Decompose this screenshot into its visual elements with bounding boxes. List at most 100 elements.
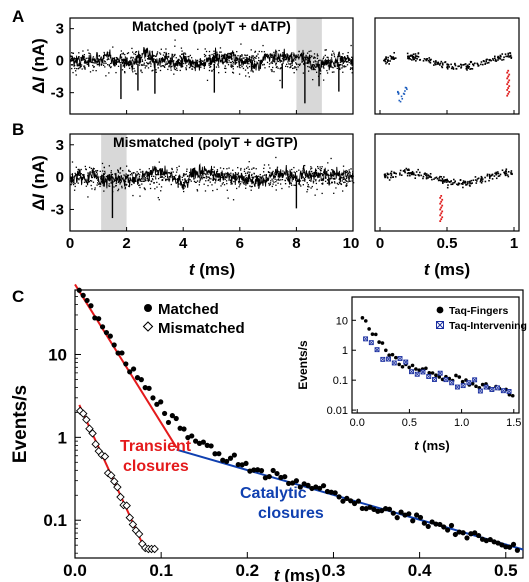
trace-point (139, 184, 141, 186)
trace-point (326, 72, 329, 74)
matched-point (514, 547, 521, 553)
fingers-point (470, 381, 475, 386)
trace-point (252, 178, 254, 180)
trace-point (232, 72, 235, 74)
trace-point (302, 167, 304, 170)
trace-point (263, 164, 266, 166)
trace-point (217, 64, 219, 66)
trace-point (176, 167, 178, 169)
trace-point (171, 168, 173, 171)
trace-point (342, 178, 345, 181)
trace-point (125, 57, 127, 59)
x-tick-label: 1.0 (454, 417, 469, 429)
matched-point (150, 395, 156, 401)
trace-point (289, 169, 291, 171)
trace-point (97, 179, 99, 181)
trace-point (307, 57, 310, 60)
trace-point (118, 180, 120, 183)
trace-point (222, 175, 224, 178)
zoom-red-point (507, 69, 510, 72)
matched-point (510, 541, 517, 548)
trace-point (164, 64, 166, 66)
trace-point (89, 57, 91, 60)
trace-point (275, 64, 277, 66)
trace-point (210, 63, 213, 65)
matched-point (251, 467, 257, 473)
trace-point (156, 54, 158, 56)
trace-point (196, 189, 198, 191)
trace-point (162, 65, 164, 67)
matched-point (84, 297, 90, 304)
trace-point (346, 60, 348, 63)
trace-point (234, 54, 237, 57)
trace-point (276, 66, 278, 68)
trace-point (136, 171, 138, 173)
trace-point (115, 178, 117, 180)
zoom-point (407, 55, 409, 58)
trace-point (94, 176, 96, 179)
inset-x-ticks: 0.0 0.5 1.0 1.5 (350, 409, 521, 429)
trace-point (237, 181, 240, 183)
trace-point (312, 180, 314, 182)
trace-point (292, 60, 294, 62)
trace-point (102, 182, 104, 184)
trace-point (346, 177, 348, 179)
trace-point (271, 171, 273, 174)
zoom-point (488, 59, 491, 62)
trace-point (301, 175, 303, 177)
matched-point (472, 530, 478, 536)
trace-point (112, 57, 115, 60)
trace-point (135, 180, 137, 183)
trace-point (83, 181, 86, 183)
trace-point (168, 62, 170, 64)
trace-point (323, 67, 325, 69)
trace-point (138, 64, 141, 66)
trace-point (144, 59, 147, 61)
zoom-point (426, 58, 428, 60)
trace-point (157, 63, 159, 65)
trace-point (322, 79, 325, 81)
trace-point (157, 67, 159, 69)
matched-point (507, 544, 513, 550)
zoom-point (397, 92, 400, 94)
trace-point (109, 66, 112, 69)
zoom-point (427, 174, 430, 176)
trace-point (347, 172, 350, 174)
zoom-point (504, 53, 507, 55)
trace-point (212, 168, 214, 171)
trace-point (287, 178, 289, 180)
trace-point (279, 183, 282, 185)
trace-point (267, 179, 269, 181)
matched-point (421, 520, 427, 526)
zoom-point (507, 170, 510, 173)
matched-point (123, 361, 129, 367)
trace-point (263, 167, 265, 170)
trace-point (330, 157, 332, 160)
trace-point (113, 57, 116, 59)
trace-point (272, 66, 274, 69)
trace-point (345, 171, 347, 173)
trace-point (73, 58, 76, 60)
trace-point (320, 173, 322, 175)
trace-point (208, 177, 211, 179)
trace-point (279, 175, 282, 177)
trace-point (265, 173, 267, 176)
trace-point (207, 170, 209, 173)
trace-point (185, 67, 187, 69)
trace-point (129, 170, 131, 173)
trace-point (333, 181, 336, 183)
trace-point (141, 60, 144, 62)
zoom-red-point (440, 206, 443, 209)
y-tick-label: 0 (56, 169, 64, 186)
zoom-point (452, 68, 455, 70)
trace-point (337, 62, 340, 64)
zoom-point (471, 68, 474, 70)
trace-point (230, 177, 233, 179)
zoom-point (477, 65, 480, 67)
trace-point (199, 165, 201, 168)
zoom-point (410, 173, 413, 176)
trace-point (73, 61, 75, 63)
trace-point (117, 189, 119, 192)
intervening-cross (374, 347, 380, 352)
zoom-point (450, 183, 452, 186)
